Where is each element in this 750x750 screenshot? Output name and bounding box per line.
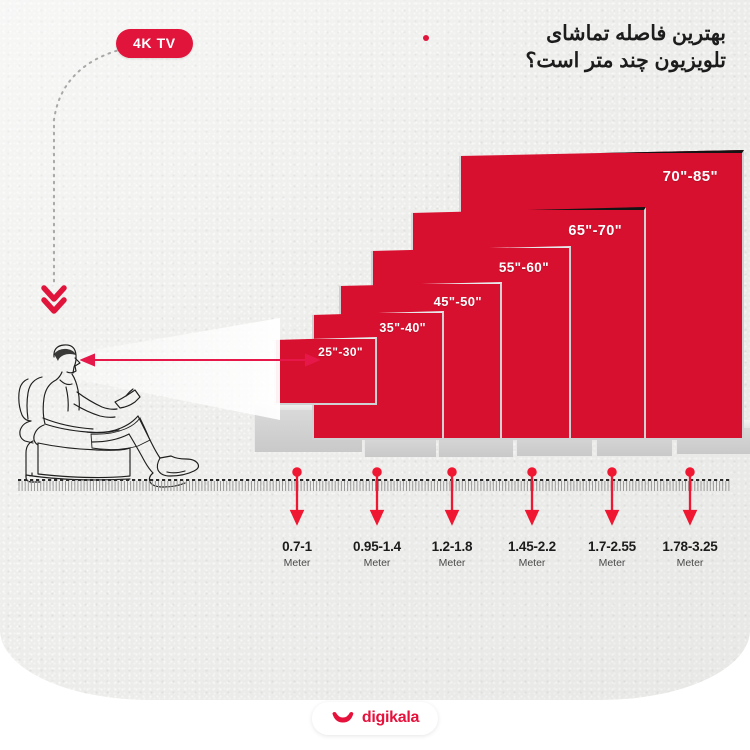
distance-value: 1.45-2.2 (508, 539, 556, 554)
distance-arrow (604, 467, 620, 526)
distance-arrow (289, 467, 305, 526)
distance-unit: Meter (598, 557, 626, 569)
distance-arrow-group (289, 467, 698, 526)
distance-arrow (682, 467, 698, 526)
person-seated-in-armchair (18, 344, 200, 488)
double-chevron-down-icon (41, 285, 67, 314)
distance-arrow (524, 467, 540, 526)
double-headed-arrow (80, 353, 320, 367)
title-line-2: تلویزیون چند متر است؟ (525, 49, 726, 72)
digikala-smile-icon (332, 711, 354, 723)
tv-size-label: 70"-85" (662, 168, 718, 185)
distance-unit: Meter (518, 557, 546, 569)
distance-label: 0.7-1 Meter (282, 539, 312, 569)
digikala-wordmark: digikala (361, 709, 420, 726)
distance-arrow (369, 467, 385, 526)
distance-unit: Meter (283, 557, 311, 569)
badge-4k-tv[interactable]: 4K TV (116, 29, 193, 58)
title-line-1: بهترین فاصله تماشای (546, 22, 726, 45)
distance-label: 1.2-1.8 Meter (432, 539, 473, 569)
page-title: بهترین فاصله تماشای تلویزیون چند متر است… (436, 20, 726, 74)
tv-25-30[interactable]: 25"-30" (274, 337, 377, 405)
distance-unit: Meter (438, 557, 466, 569)
distance-value: 0.7-1 (282, 539, 312, 554)
tv-size-label: 35"-40" (379, 321, 426, 335)
distance-unit: Meter (676, 557, 704, 569)
infographic-card: 70"-85" 65"-70" 55"-60" 45"-50" 35"-40" … (0, 0, 750, 700)
distance-label: 1.78-3.25 Meter (662, 539, 717, 569)
dotted-curve-path (41, 43, 166, 314)
tv-size-label: 45"-50" (433, 294, 482, 309)
distance-unit: Meter (363, 557, 391, 569)
distance-label: 1.45-2.2 Meter (508, 539, 556, 569)
distance-arrow (444, 467, 460, 526)
red-dot-icon (423, 35, 429, 41)
distance-value: 0.95-1.4 (353, 539, 401, 554)
tv-size-label: 55"-60" (498, 260, 549, 275)
distance-value: 1.7-2.55 (588, 539, 636, 554)
distance-value: 1.2-1.8 (431, 539, 473, 554)
tv-size-stage: 70"-85" 65"-70" 55"-60" 45"-50" 35"-40" … (70, 150, 750, 457)
tv-size-label: 65"-70" (568, 223, 622, 239)
distance-label: 1.7-2.55 Meter (588, 539, 636, 569)
digikala-logo[interactable]: digikala (311, 702, 439, 735)
distance-value: 1.78-3.25 (662, 539, 718, 554)
distance-label: 0.95-1.4 Meter (353, 539, 401, 569)
tv-light-cone (70, 318, 280, 420)
tv-size-label: 25"-30" (318, 345, 363, 359)
